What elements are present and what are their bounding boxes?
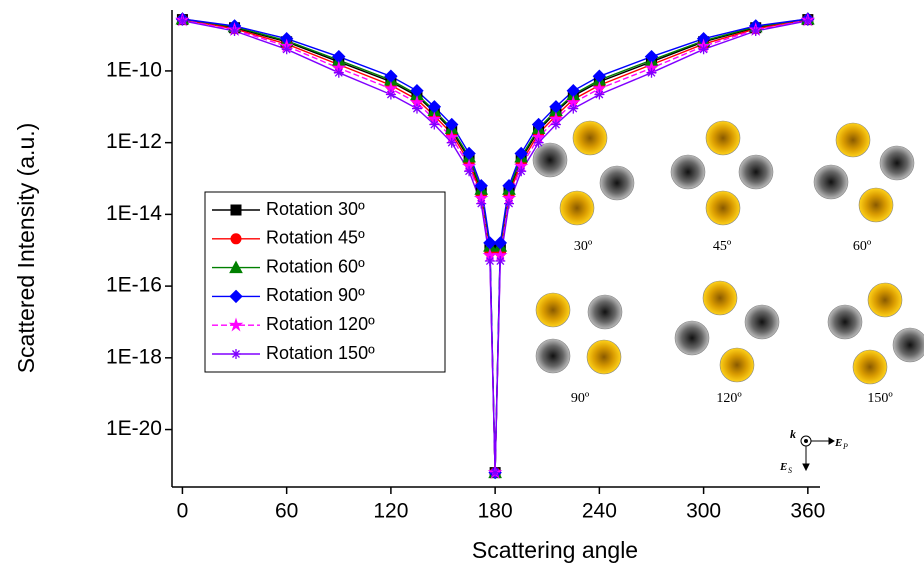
es-sub: S	[788, 466, 792, 475]
marker	[550, 119, 561, 130]
marker	[484, 256, 495, 266]
marker	[429, 119, 440, 130]
marker	[412, 103, 422, 114]
marker	[231, 349, 241, 359]
marker	[229, 289, 243, 304]
marker	[177, 15, 188, 26]
y-axis-label: Scattered Intensity (a.u.)	[13, 123, 39, 374]
marker	[698, 44, 709, 55]
inset-label: 60º	[853, 239, 872, 254]
marker	[495, 256, 506, 266]
marker	[594, 89, 605, 100]
legend-label: Rotation 90º	[266, 285, 365, 305]
marker	[490, 467, 501, 478]
x-axis-label: Scattering angle	[472, 537, 638, 563]
x-tick-label: 180	[478, 500, 513, 523]
marker	[446, 137, 457, 148]
legend-box	[204, 191, 446, 373]
x-tick-label: 360	[790, 500, 825, 523]
legend-label: Rotation 30º	[266, 199, 365, 219]
x-tick-label: 0	[177, 500, 189, 523]
ep-sub: P	[842, 442, 848, 451]
marker	[568, 103, 579, 114]
k-label: k	[790, 427, 796, 441]
y-tick-label: 1E-16	[106, 274, 162, 297]
marker	[750, 26, 761, 36]
marker	[516, 166, 527, 177]
insets: 30º 45º 60º 90º 120º 150º k E P E S	[532, 120, 924, 475]
inset-label: 45º	[713, 239, 732, 254]
x-tick-label: 240	[582, 500, 617, 523]
x-tick-label: 120	[373, 500, 408, 523]
legend-label: Rotation 45º	[266, 228, 365, 248]
marker	[646, 67, 657, 78]
marker	[229, 260, 243, 274]
legend-label: Rotation 120º	[266, 314, 375, 334]
marker	[333, 67, 344, 78]
y-tick-label: 1E-14	[106, 202, 162, 225]
y-tick-label: 1E-12	[106, 130, 162, 153]
y-tick-label: 1E-18	[106, 345, 162, 368]
marker	[281, 44, 292, 55]
es-label: E	[779, 461, 787, 473]
marker	[229, 26, 240, 36]
marker	[504, 198, 514, 209]
y-tick-label: 1E-10	[106, 58, 162, 81]
marker	[464, 166, 475, 177]
x-tick-label: 60	[275, 500, 298, 523]
y-tick-label: 1E-20	[106, 417, 162, 440]
particles	[532, 120, 924, 385]
marker	[385, 89, 396, 100]
marker	[230, 233, 242, 245]
inset-label: 120º	[716, 391, 742, 406]
inset-label: 150º	[867, 391, 893, 406]
x-tick-label: 300	[686, 500, 721, 523]
marker	[802, 15, 813, 26]
marker	[230, 204, 242, 216]
inset-label: 90º	[571, 391, 590, 406]
ep-label: E	[834, 437, 842, 449]
marker	[228, 317, 244, 332]
inset-label: 30º	[574, 239, 593, 254]
legend-label: Rotation 150º	[266, 343, 375, 363]
marker	[533, 137, 544, 148]
marker	[476, 198, 487, 209]
polarization-icon	[800, 435, 835, 472]
legend-label: Rotation 60º	[266, 256, 365, 276]
